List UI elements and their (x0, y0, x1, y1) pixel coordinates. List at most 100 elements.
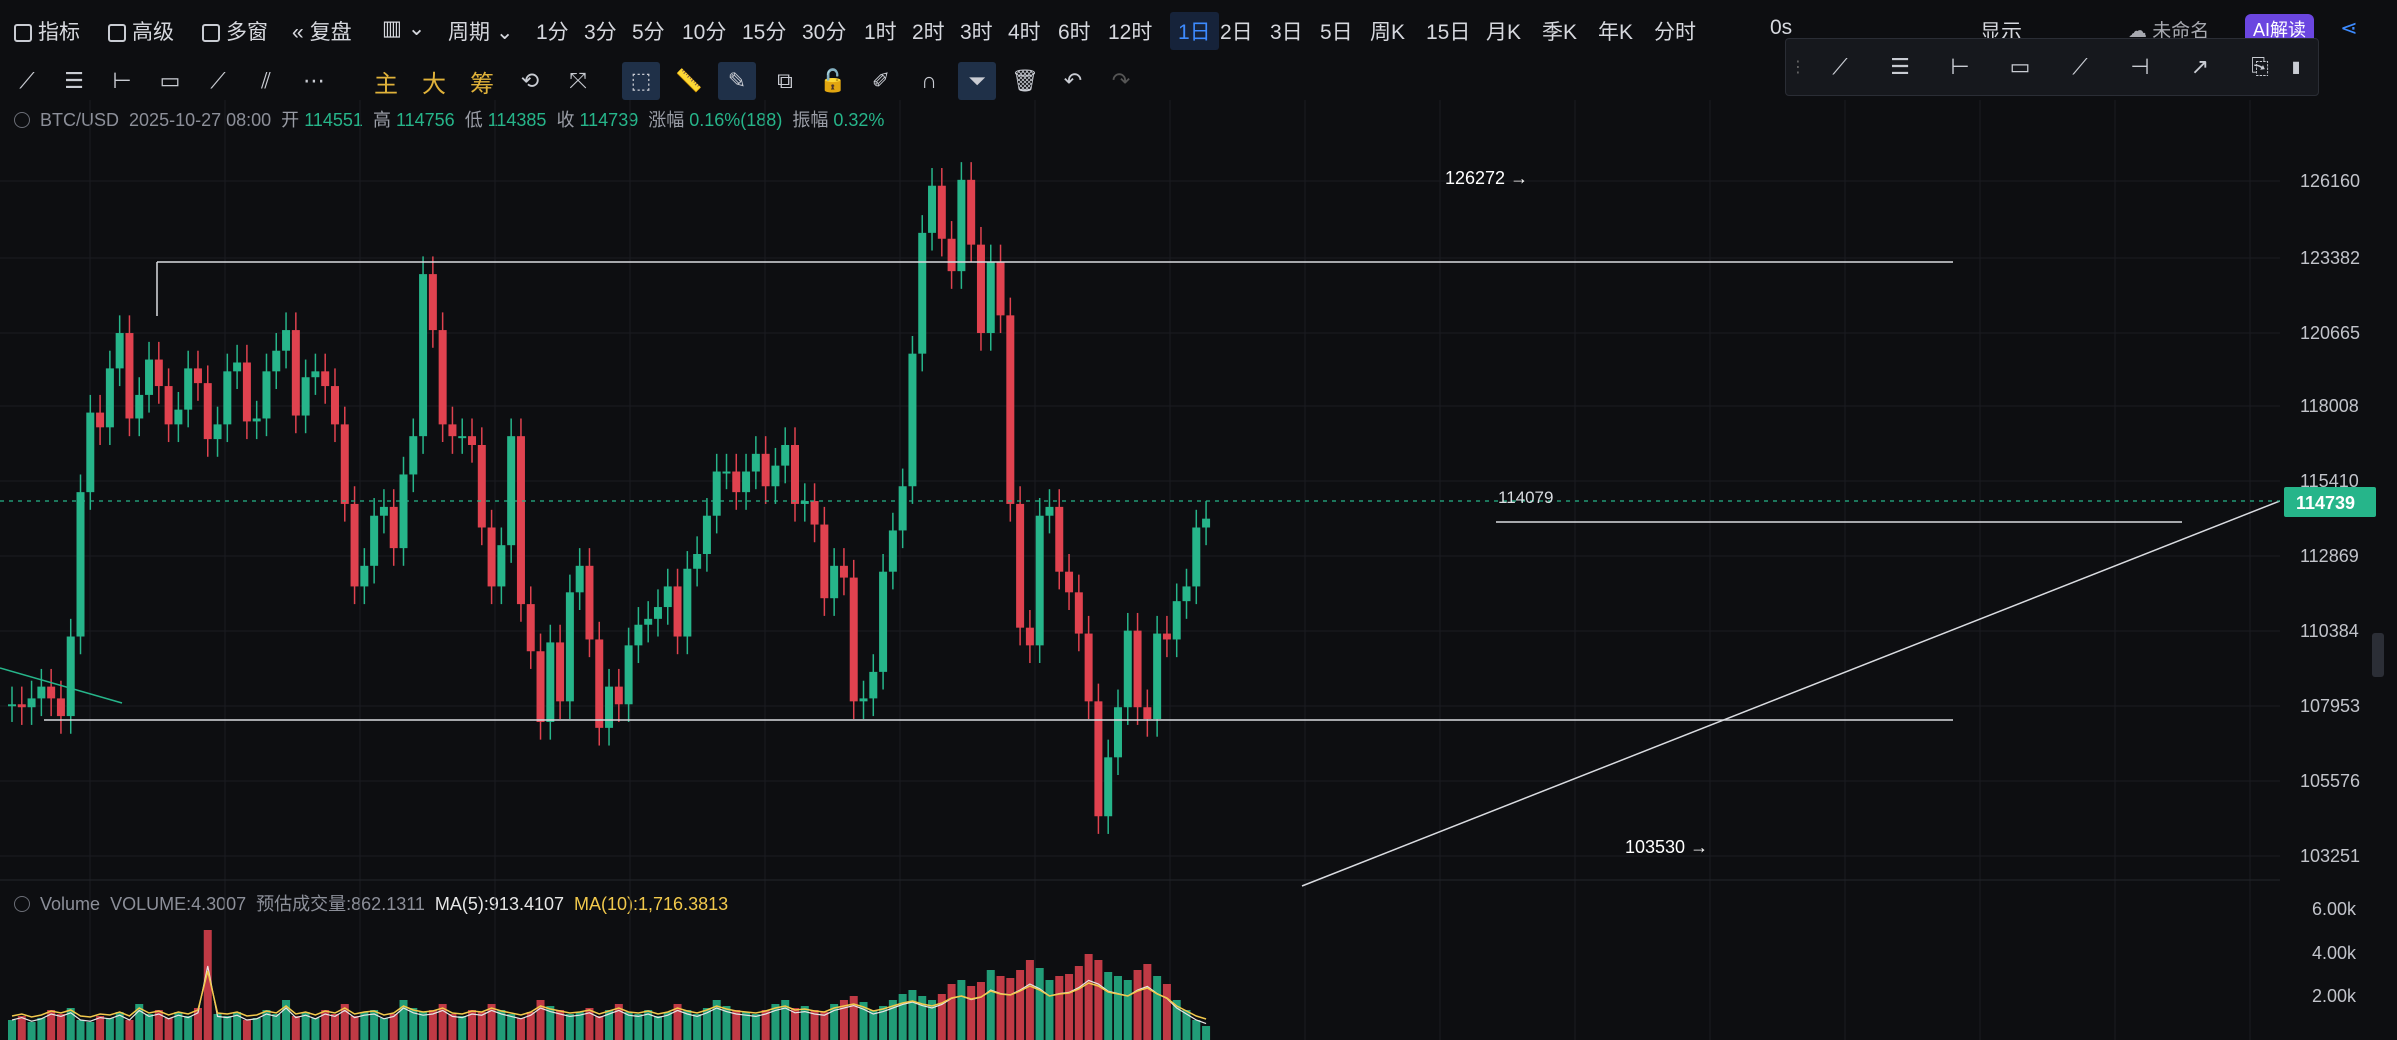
interval-21[interactable]: 分时 (1654, 21, 1696, 44)
layout-name[interactable]: ☁ 未命名 (2128, 21, 2210, 42)
undo-icon[interactable]: ↶ (1063, 68, 1083, 93)
ruler-icon[interactable]: 📏 (675, 68, 703, 93)
volume-bar (242, 1020, 251, 1040)
volume-bar (800, 1006, 809, 1040)
interval-6[interactable]: 1时 (864, 21, 897, 44)
lock-icon[interactable]: 🔓 (819, 68, 847, 93)
hray-icon[interactable]: ⊢ (1950, 54, 1970, 79)
chips-tool[interactable]: 筹 (470, 70, 494, 98)
interval-5[interactable]: 30分 (802, 21, 847, 44)
chart-type-button[interactable]: ▥ ⌄ (382, 16, 425, 41)
redo-icon[interactable]: ↷ (1111, 68, 1131, 93)
filter-icon[interactable]: ⏷ (958, 62, 996, 100)
collapse-icon[interactable]: ▮ (2291, 59, 2301, 76)
price-tick: 123382 (2300, 248, 2360, 268)
advanced-button[interactable]: 高级 (108, 16, 174, 46)
volume-bar (497, 1010, 506, 1040)
volume-bar (771, 1004, 780, 1040)
candle-body (1045, 506, 1054, 516)
candle-body (497, 545, 506, 587)
interval-20[interactable]: 年K (1598, 21, 1634, 44)
candle-body (634, 624, 643, 646)
interval-12[interactable]: 1日 (1170, 12, 1219, 50)
interval-18[interactable]: 月K (1486, 21, 1522, 44)
candle-body (683, 568, 692, 637)
candle-body (712, 471, 721, 516)
note-icon[interactable]: ⎘ (2251, 54, 2269, 79)
interval-3[interactable]: 10分 (682, 21, 727, 44)
volume-bar (712, 1000, 721, 1040)
interval-14[interactable]: 3日 (1270, 21, 1303, 44)
visibility-toggle-icon[interactable] (14, 896, 30, 912)
indicators-button[interactable]: 指标 (14, 16, 80, 46)
volume-bar (859, 1002, 868, 1040)
volume-bar (379, 1018, 388, 1040)
candle-body (996, 262, 1005, 316)
candle-body (27, 698, 36, 708)
interval-9[interactable]: 4时 (1008, 21, 1041, 44)
interval-11[interactable]: 12时 (1108, 21, 1153, 44)
interval-15[interactable]: 5日 (1320, 21, 1353, 44)
volume-bar (409, 1008, 418, 1040)
hlines-tool-icon[interactable]: ☰ (64, 68, 84, 93)
interval-16[interactable]: 周K (1370, 21, 1406, 44)
magnet-icon[interactable]: ∩ (921, 68, 937, 93)
drag-handle-icon[interactable]: ⋮ (1790, 59, 1806, 76)
pencil-icon[interactable]: ✎ (718, 62, 756, 100)
large-order-tool[interactable]: 大 (422, 70, 446, 98)
volume-bar (810, 1010, 819, 1040)
interval-13[interactable]: 2日 (1220, 21, 1253, 44)
trash-icon[interactable]: 🗑 (1011, 68, 1039, 93)
hray-tool-icon[interactable]: ⊢ (112, 68, 132, 93)
edit-icon[interactable]: ✐ (871, 68, 891, 93)
period-button[interactable]: 周期 ⌄ (448, 21, 514, 44)
interval-7[interactable]: 2时 (912, 21, 945, 44)
ohlc-legend: BTC/USD 2025-10-27 08:00 开 114551 高 1147… (14, 106, 884, 132)
channel-tool-icon[interactable]: ⫽ (261, 68, 271, 93)
share-icon[interactable]: ⋖ (2340, 17, 2358, 40)
interval-10[interactable]: 6时 (1058, 21, 1091, 44)
interval-0[interactable]: 1分 (536, 21, 569, 44)
crosshair-icon[interactable]: ⤧ (569, 68, 587, 93)
interval-8[interactable]: 3时 (960, 21, 993, 44)
floating-draw-bar: ⋮ ⟋ ☰ ⊢ ▭ ⟋ ⊣ ↗ ⎘ ▮ (1785, 38, 2319, 96)
rectangle-tool-icon[interactable]: ▭ (159, 68, 181, 93)
candle-body (565, 592, 574, 702)
trendline-tool-icon[interactable]: ⟋ (19, 68, 35, 93)
scroll-handle[interactable] (2372, 633, 2384, 677)
volume-tick: 4.00k (2312, 943, 2357, 963)
interval-1[interactable]: 3分 (584, 21, 617, 44)
more-tools-icon[interactable]: ⋯ (303, 68, 325, 93)
visibility-toggle-icon[interactable] (14, 112, 30, 128)
magnet-select-icon[interactable]: ⬚ (622, 62, 660, 100)
volume-bar (575, 1012, 584, 1040)
range-icon[interactable]: ⊣ (2130, 54, 2150, 79)
candle-body (918, 232, 927, 354)
main-force-tool[interactable]: 主 (374, 70, 398, 98)
interval-4[interactable]: 15分 (742, 21, 787, 44)
candle-body (184, 368, 193, 410)
visibility-icon[interactable]: ⧉ (777, 68, 793, 93)
rectangle-icon[interactable]: ▭ (2009, 54, 2031, 79)
volume-bar (301, 1012, 310, 1040)
ray-icon[interactable]: ⟋ (2072, 54, 2088, 79)
replay-button[interactable]: «复盘 (292, 21, 352, 44)
volume-bar (419, 1012, 428, 1040)
ray-tool-icon[interactable]: ⟋ (210, 68, 226, 93)
arrow-icon[interactable]: ↗ (2190, 54, 2210, 79)
ma10-line (11, 970, 1207, 1020)
candle-body (869, 671, 878, 699)
volume-bar (1094, 960, 1103, 1040)
hlines-icon[interactable]: ☰ (1890, 54, 1910, 79)
trendline-icon[interactable]: ⟋ (1832, 54, 1848, 79)
interval-2[interactable]: 5分 (632, 21, 665, 44)
sync-icon[interactable]: ⟲ (520, 68, 540, 93)
candle-body (1202, 518, 1211, 528)
interval-19[interactable]: 季K (1542, 21, 1578, 44)
volume-bar (203, 930, 212, 1040)
interval-17[interactable]: 15日 (1426, 21, 1471, 44)
multiwindow-button[interactable]: 多窗 (202, 16, 268, 46)
candle-body (223, 371, 232, 425)
candle-body (115, 333, 124, 369)
